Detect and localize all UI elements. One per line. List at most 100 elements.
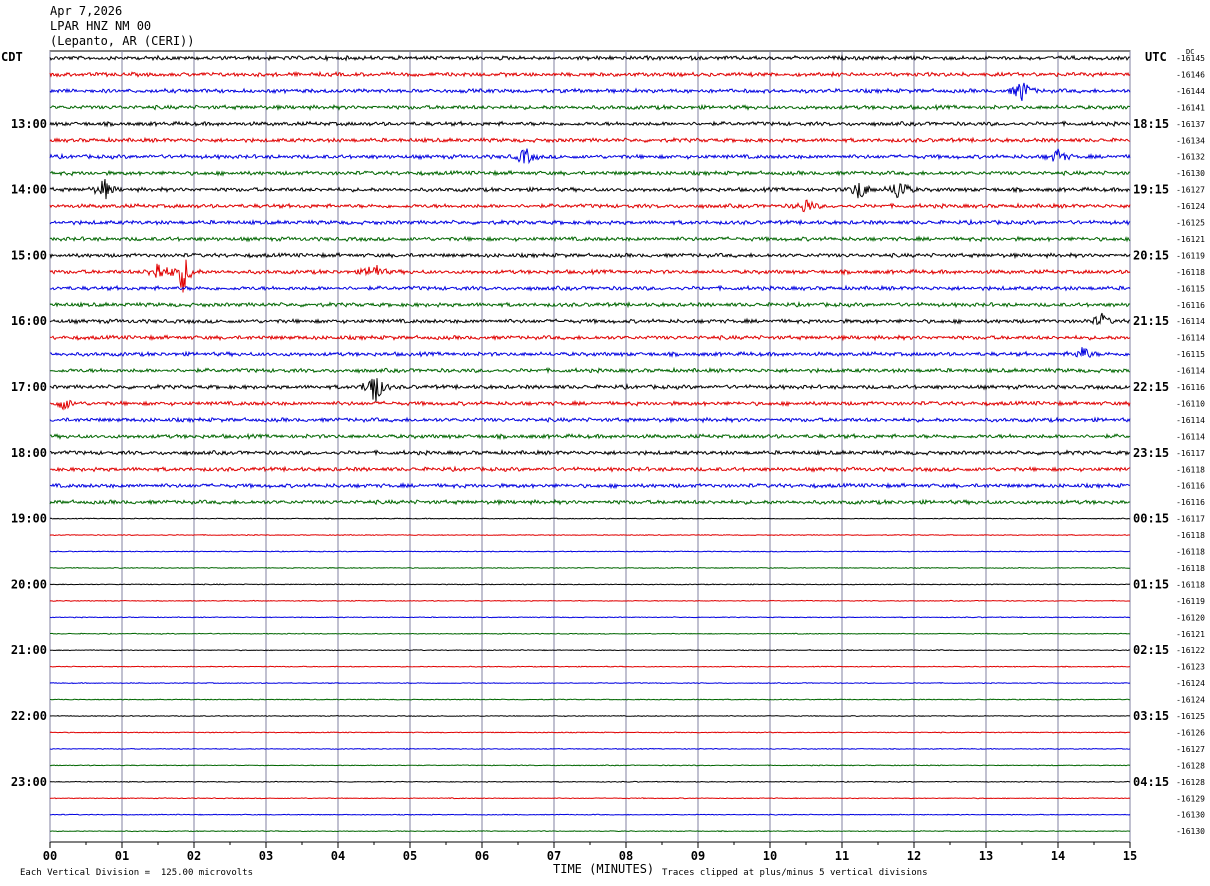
plot-frame — [49, 50, 1131, 843]
cdt-hour-label: 22:00 — [11, 709, 47, 723]
dc-offset-label: -16141 — [1176, 103, 1205, 112]
cdt-hour-label: 18:00 — [11, 446, 47, 460]
dc-offset-label: -16114 — [1176, 317, 1205, 326]
trace-47 — [49, 830, 1131, 833]
trace-43 — [49, 764, 1131, 767]
cdt-hour-label: 13:00 — [11, 117, 47, 131]
trace-26 — [49, 481, 1131, 490]
dc-offset-label: -16122 — [1176, 646, 1205, 655]
cdt-hour-label: 14:00 — [11, 183, 47, 197]
utc-hour-label: 18:15 — [1133, 117, 1169, 131]
trace-18 — [49, 347, 1131, 359]
dc-offset-label: -16117 — [1176, 449, 1205, 458]
x-tick-label: 14 — [1051, 849, 1065, 863]
dc-offset-label: -16146 — [1176, 70, 1205, 79]
dc-offset-label: -16117 — [1176, 515, 1205, 524]
utc-hour-label: 00:15 — [1133, 512, 1169, 526]
trace-36 — [49, 649, 1131, 652]
trace-35 — [50, 632, 1131, 635]
trace-22 — [49, 416, 1131, 424]
trace-42 — [49, 747, 1131, 751]
trace-8 — [49, 178, 1131, 200]
trace-6 — [49, 148, 1131, 165]
x-tick-label: 06 — [475, 849, 489, 863]
trace-16 — [49, 312, 1131, 326]
dc-offset-label: -16120 — [1176, 613, 1205, 622]
trace-37 — [49, 665, 1131, 668]
utc-hour-label: 19:15 — [1133, 183, 1169, 197]
x-tick-label: 11 — [835, 849, 849, 863]
dc-offset-label: -16125 — [1176, 219, 1205, 228]
trace-14 — [49, 284, 1131, 292]
trace-20 — [49, 378, 1131, 402]
dc-offset-label: -16118 — [1176, 548, 1205, 557]
dc-offset-label: -16127 — [1176, 745, 1205, 754]
trace-41 — [49, 731, 1131, 734]
dc-offset-label: -16116 — [1176, 301, 1205, 310]
trace-45 — [49, 797, 1131, 800]
division-note: Each Vertical Division = 125.00 microvol… — [20, 868, 253, 878]
dc-offset-label: -16118 — [1176, 465, 1205, 474]
trace-5 — [49, 136, 1131, 144]
trace-40 — [49, 714, 1130, 718]
x-tick-label: 08 — [619, 849, 633, 863]
dc-offset-label: -16118 — [1176, 268, 1205, 277]
dc-offset-label: -16130 — [1176, 169, 1205, 178]
dc-offset-label: -16114 — [1176, 416, 1205, 425]
x-tick-label: 00 — [43, 849, 57, 863]
x-tick-label: 01 — [115, 849, 129, 863]
trace-38 — [49, 681, 1131, 685]
dc-offset-label: -16125 — [1176, 712, 1205, 721]
x-axis-label: TIME (MINUTES) — [553, 862, 655, 876]
trace-11 — [49, 235, 1131, 243]
utc-hour-label: 03:15 — [1133, 709, 1169, 723]
minute-gridlines — [49, 50, 1131, 843]
dc-offset-label: -16114 — [1176, 367, 1205, 376]
x-tick-label: 07 — [547, 849, 561, 863]
trace-28 — [49, 517, 1131, 520]
dc-offset-label: -16128 — [1176, 778, 1205, 787]
seismic-traces — [49, 54, 1131, 833]
utc-label: UTC — [1145, 50, 1167, 64]
trace-1 — [49, 70, 1131, 78]
dc-offset-label: -16123 — [1176, 663, 1205, 672]
dc-offset-label: -16145 — [1176, 54, 1205, 63]
utc-hour-label: 23:15 — [1133, 446, 1169, 460]
station-location: (Lepanto, AR (CERI)) — [50, 34, 195, 48]
utc-hour-label: 22:15 — [1133, 380, 1169, 394]
dc-offset-label: -16126 — [1176, 728, 1205, 737]
trace-23 — [49, 432, 1131, 441]
dc-offset-label: -16115 — [1176, 350, 1205, 359]
trace-4 — [49, 120, 1131, 128]
dc-offset-label: -16124 — [1176, 679, 1205, 688]
dc-offset-label: -16132 — [1176, 153, 1205, 162]
cdt-hour-label: 19:00 — [11, 512, 47, 526]
trace-17 — [49, 334, 1131, 342]
cdt-hour-label: 21:00 — [11, 643, 47, 657]
x-tick-label: 10 — [763, 849, 777, 863]
cdt-hour-label: 15:00 — [11, 248, 47, 262]
cdt-hour-label: 23:00 — [11, 775, 47, 789]
dc-offset-label: -16118 — [1176, 531, 1205, 540]
trace-15 — [49, 300, 1131, 309]
x-tick-label: 09 — [691, 849, 705, 863]
utc-hour-label: 04:15 — [1133, 775, 1169, 789]
dc-offset-label: -16115 — [1176, 284, 1205, 293]
dc-offset-label: -16137 — [1176, 120, 1205, 129]
trace-12 — [49, 251, 1131, 260]
trace-33 — [49, 599, 1131, 602]
utc-hour-label: 02:15 — [1133, 643, 1169, 657]
trace-34 — [49, 616, 1131, 619]
dc-offset-label: -16116 — [1176, 482, 1205, 491]
dc-offset-label: -16118 — [1176, 564, 1205, 573]
trace-39 — [50, 698, 1131, 701]
dc-offset-label: -16124 — [1176, 696, 1205, 705]
dc-offset-label: -16116 — [1176, 498, 1205, 507]
clip-note: Traces clipped at plus/minus 5 vertical … — [662, 868, 928, 878]
dc-offset-label: -16121 — [1176, 235, 1205, 244]
dc-offset-label: -16129 — [1176, 794, 1205, 803]
cdt-hour-label: 17:00 — [11, 380, 47, 394]
trace-27 — [49, 498, 1131, 506]
trace-19 — [49, 366, 1131, 375]
